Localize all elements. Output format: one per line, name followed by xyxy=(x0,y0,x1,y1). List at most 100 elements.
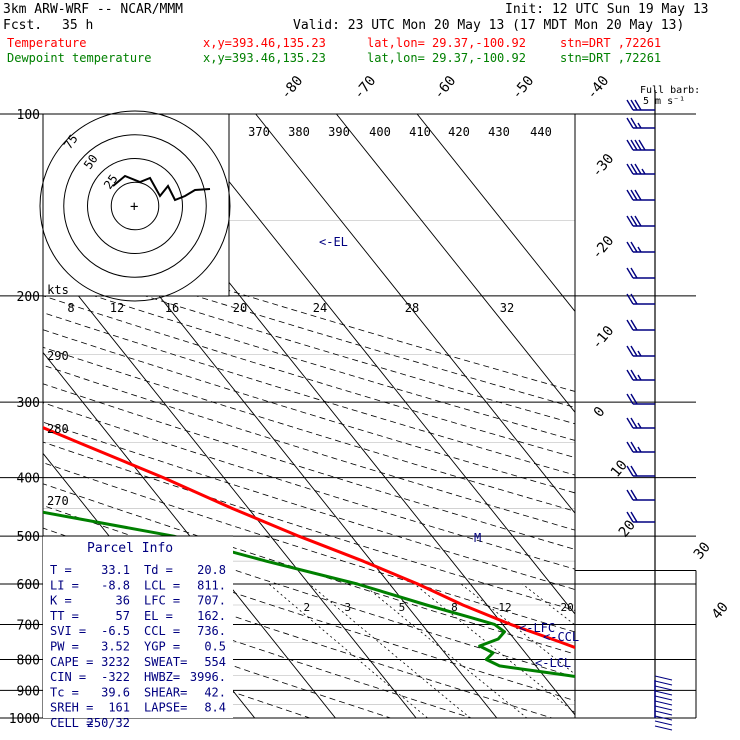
wind-barb xyxy=(627,490,655,500)
wind-barb xyxy=(627,442,655,452)
barb-tick xyxy=(638,423,641,428)
speed-scale-label: 20 xyxy=(233,301,247,315)
wind-barb-low xyxy=(655,701,672,705)
isotherm-label: 30 xyxy=(691,539,714,562)
mixing-ratio-label: 20 xyxy=(561,601,574,614)
hodograph: +755025 xyxy=(40,111,230,301)
pressure-label: 700 xyxy=(17,618,40,633)
isotherm-label: 40 xyxy=(709,599,732,622)
isotherm-label: 10 xyxy=(608,457,631,480)
parcel-key: K = xyxy=(50,594,72,608)
isotherm-label: -50 xyxy=(509,73,538,103)
mixing-ratio-line xyxy=(309,584,486,731)
parcel-key: LAPSE= xyxy=(144,701,187,715)
wind-barb xyxy=(627,164,655,174)
mixing-ratio-label: 5 xyxy=(399,601,406,614)
wind-barb xyxy=(627,320,655,330)
parcel-value: 3232 xyxy=(101,655,130,669)
parcel-key: EL = xyxy=(144,609,173,623)
barb-tick xyxy=(642,169,645,174)
isotherm-label: -10 xyxy=(589,323,618,353)
theta-side-label: 290 xyxy=(47,349,69,363)
theta-label: 400 xyxy=(369,125,391,139)
theta-side-label: 270 xyxy=(47,494,69,508)
isotherm-label: -20 xyxy=(589,233,618,263)
wind-barb-low xyxy=(655,706,672,710)
isotherm-label: -60 xyxy=(431,73,460,103)
parcel-value: 20.8 xyxy=(197,563,226,577)
speed-scale-label: 28 xyxy=(405,301,419,315)
wind-barb xyxy=(627,466,655,476)
parcel-key: HWBZ= xyxy=(144,670,180,684)
mixing-ratio-label: 12 xyxy=(498,601,511,614)
pressure-label: 300 xyxy=(17,396,40,411)
parcel-value: -322 xyxy=(101,670,130,684)
parcel-key: SHEAR= xyxy=(144,685,187,699)
wind-barbs xyxy=(627,100,672,730)
isotherm-line xyxy=(336,114,740,731)
pressure-label: 100 xyxy=(17,108,40,123)
annotation-label: M xyxy=(474,531,481,545)
parcel-title: Parcel Info xyxy=(87,541,173,556)
parcel-key: T = xyxy=(50,563,72,577)
parcel-key: TT = xyxy=(50,609,79,623)
speed-scale-label: 12 xyxy=(110,301,124,315)
isotherm-line xyxy=(0,114,23,731)
parcel-value: 707. xyxy=(197,594,226,608)
parcel-value: 250/32 xyxy=(87,716,130,730)
wind-barb xyxy=(627,512,655,522)
parcel-value: 3.52 xyxy=(101,640,130,654)
wind-barb xyxy=(627,242,655,252)
parcel-value: 554 xyxy=(204,655,226,669)
parcel-key: SWEAT= xyxy=(144,655,187,669)
barb-tick xyxy=(638,447,641,452)
parcel-value: 8.4 xyxy=(204,701,226,715)
annotation-label: <-CCL xyxy=(543,630,579,644)
wind-barb-low xyxy=(655,681,672,685)
annotation-label: <-LCL xyxy=(535,656,571,670)
isotherm-label: 0 xyxy=(591,404,609,421)
parcel-value: -6.5 xyxy=(101,624,130,638)
theta-label: 420 xyxy=(448,125,470,139)
pressure-label: 200 xyxy=(17,290,40,305)
speed-scale-label: kts xyxy=(47,283,69,297)
speed-scale-label: 16 xyxy=(165,301,179,315)
theta-side-label: 280 xyxy=(47,422,69,436)
parcel-key: CAPE = xyxy=(50,655,93,669)
parcel-info-box: Parcel InfoT = 33.1 Td = 20.8LI = -8.8 LCL = 8… xyxy=(43,536,233,730)
wind-barb-low xyxy=(655,676,672,680)
wind-barb xyxy=(627,268,655,278)
annotation-label: <-EL xyxy=(319,235,348,249)
isotherm-label: -40 xyxy=(584,73,613,103)
isotherm-label: -70 xyxy=(351,73,380,103)
parcel-value: 161 xyxy=(108,701,130,715)
isotherm-label: 20 xyxy=(616,517,639,540)
barb-tick xyxy=(638,375,641,380)
isotherm-label: -30 xyxy=(589,151,618,181)
theta-label: 410 xyxy=(409,125,431,139)
parcel-key: CCL = xyxy=(144,624,180,638)
theta-label: 370 xyxy=(248,125,270,139)
pressure-label: 900 xyxy=(17,684,40,699)
wind-barb-low xyxy=(655,726,672,730)
mixing-ratio-label: 2 xyxy=(304,601,311,614)
pressure-label: 800 xyxy=(17,653,40,668)
barb-tick xyxy=(638,123,641,128)
parcel-value: 736. xyxy=(197,624,226,638)
parcel-key: LI = xyxy=(50,578,79,592)
wind-barb-low xyxy=(655,696,672,700)
speed-scale-label: 32 xyxy=(500,301,514,315)
theta-label: 440 xyxy=(530,125,552,139)
parcel-key: LFC = xyxy=(144,594,180,608)
pressure-label: 500 xyxy=(17,530,40,545)
mixing-ratio-label: 3 xyxy=(344,601,351,614)
wind-barb xyxy=(627,216,655,226)
mixing-ratio-label: 8 xyxy=(451,601,458,614)
theta-label: 430 xyxy=(488,125,510,139)
theta-label: 390 xyxy=(328,125,350,139)
parcel-key: CIN = xyxy=(50,670,86,684)
parcel-key: YGP = xyxy=(144,640,180,654)
parcel-value: 33.1 xyxy=(101,563,130,577)
pressure-label: 400 xyxy=(17,472,40,487)
